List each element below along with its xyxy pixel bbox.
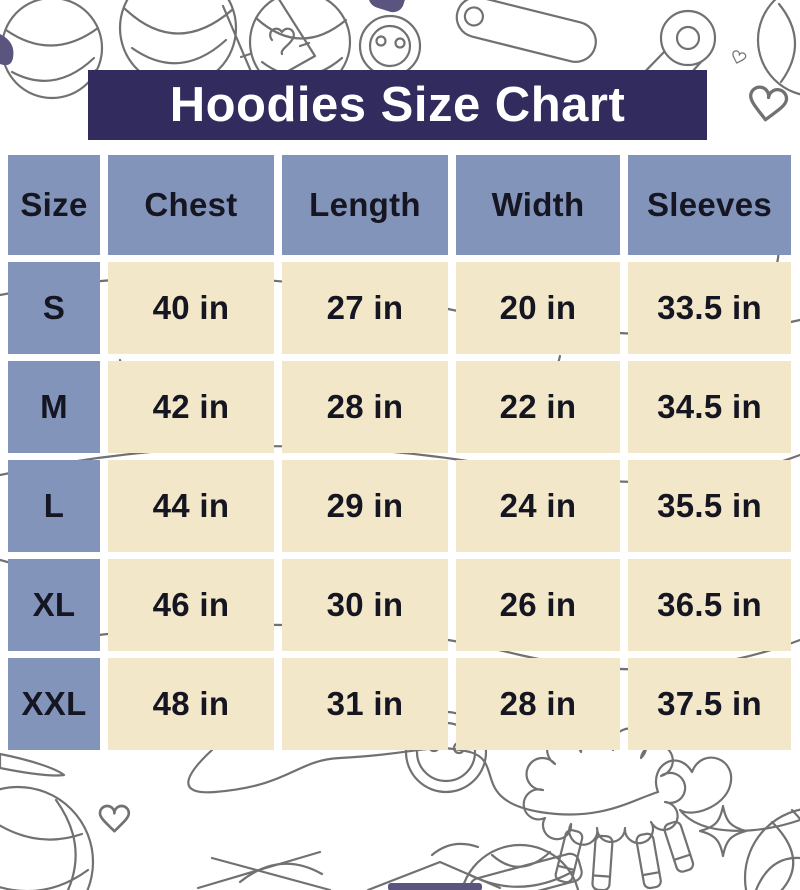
- row-xxl-sleeves: 37.5 in: [628, 658, 791, 750]
- row-xxl-chest: 48 in: [108, 658, 274, 750]
- crochet-hook-icon: [196, 842, 583, 890]
- column-header-length: Length: [282, 155, 448, 255]
- row-m-chest: 42 in: [108, 361, 274, 453]
- button-icon: [358, 14, 422, 78]
- row-l-sleeves: 35.5 in: [628, 460, 791, 552]
- needle-icon: [0, 752, 66, 777]
- row-l-chest: 44 in: [108, 460, 274, 552]
- row-xl-size-label: XL: [8, 559, 100, 651]
- heart-icon-3: [98, 804, 131, 833]
- column-header-sleeves: Sleeves: [628, 155, 791, 255]
- row-xxl-size-label: XXL: [8, 658, 100, 750]
- row-l-size-label: L: [8, 460, 100, 552]
- safety-pin-icon: [455, 0, 597, 63]
- sheep-icon: [522, 723, 695, 890]
- doodle-curve: [754, 856, 800, 890]
- yarn-ball-icon-2: [0, 785, 95, 890]
- row-xl-length: 30 in: [282, 559, 448, 651]
- row-xl-width: 26 in: [456, 559, 620, 651]
- size-table: Size Chest Length Width Sleeves S 40 in …: [8, 155, 791, 750]
- row-s-length: 27 in: [282, 262, 448, 354]
- row-s-sleeves: 33.5 in: [628, 262, 791, 354]
- yarn-thread-icon: [187, 747, 800, 832]
- row-s-width: 20 in: [456, 262, 620, 354]
- row-s-chest: 40 in: [108, 262, 274, 354]
- column-header-width: Width: [456, 155, 620, 255]
- row-xxl-width: 28 in: [456, 658, 620, 750]
- row-l-length: 29 in: [282, 460, 448, 552]
- column-header-chest: Chest: [108, 155, 274, 255]
- row-m-sleeves: 34.5 in: [628, 361, 791, 453]
- page-title-text: Hoodies Size Chart: [169, 78, 626, 132]
- column-header-size: Size: [8, 155, 100, 255]
- row-m-length: 28 in: [282, 361, 448, 453]
- row-m-size-label: M: [8, 361, 100, 453]
- heart-icon-2: [749, 85, 789, 122]
- page-title: Hoodies Size Chart: [88, 70, 707, 140]
- row-xl-sleeves: 36.5 in: [628, 559, 791, 651]
- sparkle-icon: [698, 804, 748, 858]
- navy-doodle-shape: [368, 0, 406, 13]
- row-xl-chest: 46 in: [108, 559, 274, 651]
- yarn-ball-icon-3: [743, 808, 800, 890]
- navy-doodle-shape-2: [0, 34, 14, 66]
- row-m-width: 22 in: [456, 361, 620, 453]
- row-xxl-length: 31 in: [282, 658, 448, 750]
- row-l-width: 24 in: [456, 460, 620, 552]
- navy-doodle-shape-3: [388, 883, 482, 890]
- heart-icon-4: [732, 50, 747, 64]
- heart-icon: [269, 27, 295, 56]
- row-s-size-label: S: [8, 262, 100, 354]
- yarn-ball-icon-4: [756, 0, 800, 96]
